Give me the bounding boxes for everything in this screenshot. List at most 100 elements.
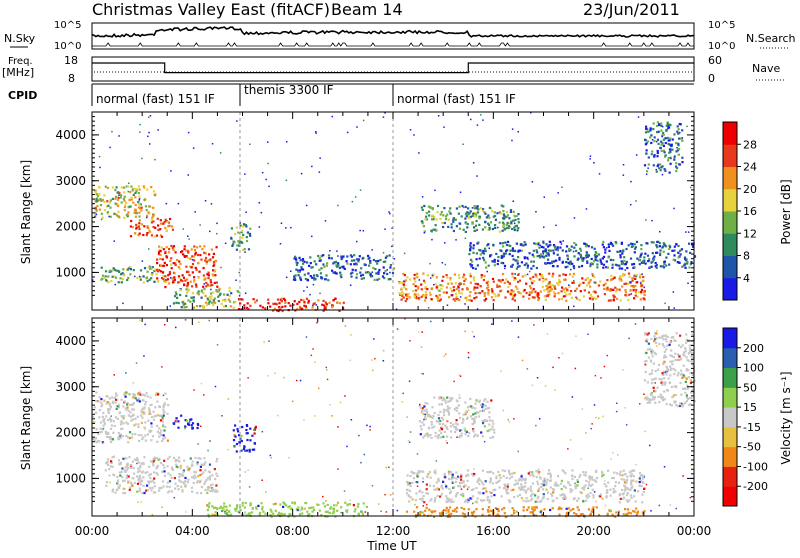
data-cell bbox=[184, 480, 186, 482]
data-cell bbox=[499, 285, 501, 287]
data-cell bbox=[680, 357, 682, 359]
scatter-cell bbox=[466, 231, 468, 233]
data-cell bbox=[145, 401, 147, 403]
data-cell bbox=[421, 206, 423, 208]
data-cell bbox=[119, 471, 121, 473]
data-cell bbox=[536, 267, 538, 269]
data-cell bbox=[512, 247, 514, 249]
data-cell bbox=[470, 242, 472, 244]
data-cell bbox=[507, 214, 509, 216]
data-cell bbox=[602, 498, 604, 500]
data-cell bbox=[353, 254, 355, 256]
data-cell bbox=[497, 295, 499, 297]
data-cell bbox=[487, 497, 489, 499]
data-cell bbox=[443, 414, 445, 416]
scatter-cell bbox=[192, 259, 194, 261]
data-cell bbox=[294, 256, 296, 258]
data-cell bbox=[542, 481, 544, 483]
y-tick-label: 3000 bbox=[55, 174, 86, 188]
data-cell bbox=[442, 481, 444, 483]
data-cell bbox=[675, 170, 677, 172]
data-cell bbox=[669, 366, 671, 368]
data-cell bbox=[549, 241, 551, 243]
data-cell bbox=[425, 291, 427, 293]
data-cell bbox=[195, 476, 197, 478]
scatter-cell bbox=[458, 287, 460, 289]
data-cell bbox=[340, 506, 342, 508]
colorbar-segment bbox=[723, 189, 737, 212]
data-cell bbox=[432, 415, 434, 417]
data-cell bbox=[673, 259, 675, 261]
data-cell bbox=[466, 226, 468, 228]
data-cell bbox=[592, 494, 594, 496]
data-cell bbox=[589, 265, 591, 267]
data-cell bbox=[495, 482, 497, 484]
data-cell bbox=[422, 222, 424, 224]
data-cell bbox=[546, 288, 548, 290]
data-cell bbox=[632, 280, 634, 282]
data-cell bbox=[130, 416, 132, 418]
data-cell bbox=[136, 491, 138, 493]
data-cell bbox=[234, 436, 236, 438]
scatter-cell bbox=[593, 282, 595, 284]
data-cell bbox=[634, 251, 636, 253]
scatter-cell bbox=[533, 324, 535, 326]
data-cell bbox=[284, 513, 286, 515]
data-cell bbox=[212, 274, 214, 276]
data-cell bbox=[571, 263, 573, 265]
data-cell bbox=[186, 292, 188, 294]
data-cell bbox=[483, 275, 485, 277]
data-cell bbox=[478, 249, 480, 251]
data-cell bbox=[618, 482, 620, 484]
data-cell bbox=[423, 225, 425, 227]
data-cell bbox=[536, 507, 538, 509]
data-cell bbox=[178, 302, 180, 304]
data-cell bbox=[247, 432, 249, 434]
data-cell bbox=[678, 355, 680, 357]
data-cell bbox=[169, 480, 171, 482]
data-cell bbox=[118, 486, 120, 488]
data-cell bbox=[431, 427, 433, 429]
data-cell bbox=[424, 416, 426, 418]
data-cell bbox=[413, 472, 415, 474]
data-cell bbox=[502, 210, 504, 212]
scatter-cell bbox=[593, 162, 595, 164]
data-cell bbox=[456, 288, 458, 290]
scatter-cell bbox=[350, 500, 352, 502]
data-cell bbox=[653, 335, 655, 337]
scatter-cell bbox=[345, 325, 347, 327]
data-cell bbox=[439, 512, 441, 514]
data-cell bbox=[484, 248, 486, 250]
data-cell bbox=[505, 488, 507, 490]
data-cell bbox=[525, 490, 527, 492]
data-cell bbox=[621, 268, 623, 270]
data-cell bbox=[181, 490, 183, 492]
data-cell bbox=[688, 266, 690, 268]
data-cell bbox=[675, 243, 677, 245]
data-cell bbox=[655, 332, 657, 334]
data-cell bbox=[583, 295, 585, 297]
data-cell bbox=[129, 191, 131, 193]
data-cell bbox=[608, 243, 610, 245]
data-cell bbox=[678, 128, 680, 130]
scatter-cell bbox=[442, 262, 444, 264]
data-cell bbox=[509, 253, 511, 255]
scatter-cell bbox=[635, 200, 637, 202]
scatter-cell bbox=[434, 190, 436, 192]
data-cell bbox=[547, 492, 549, 494]
data-cell bbox=[547, 294, 549, 296]
data-cell bbox=[578, 285, 580, 287]
scatter-cell bbox=[455, 239, 457, 241]
data-cell bbox=[608, 246, 610, 248]
scatter-cell bbox=[336, 250, 338, 252]
data-cell bbox=[460, 475, 462, 477]
freq-tick-bottom: 8 bbox=[68, 72, 75, 85]
scatter-cell bbox=[319, 293, 321, 295]
data-cell bbox=[626, 487, 628, 489]
scatter-cell bbox=[259, 202, 261, 204]
scatter-cell bbox=[573, 280, 575, 282]
scatter-cell bbox=[472, 207, 474, 209]
data-cell bbox=[121, 281, 123, 283]
scatter-cell bbox=[162, 418, 164, 420]
colorbar-segment bbox=[723, 167, 737, 190]
